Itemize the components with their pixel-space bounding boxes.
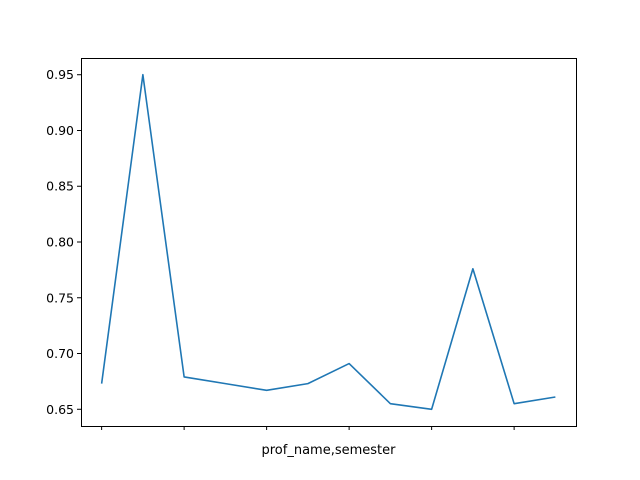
y-axis: 0.65 0.70 0.75 0.80 0.85 0.90 0.95 xyxy=(46,67,81,417)
y-tick-label: 0.80 xyxy=(46,235,74,250)
x-axis-title: prof_name,semester xyxy=(262,443,397,458)
plot-frame xyxy=(81,58,577,427)
series-layer xyxy=(100,73,556,411)
series-line xyxy=(100,73,556,411)
y-tick-label: 0.85 xyxy=(46,179,74,194)
y-tick-label: 0.95 xyxy=(46,67,74,82)
y-tick-label: 0.65 xyxy=(46,402,74,417)
y-tick-label: 0.75 xyxy=(46,290,74,305)
y-tick-label: 0.90 xyxy=(46,123,74,138)
y-tick-label: 0.70 xyxy=(46,346,74,361)
